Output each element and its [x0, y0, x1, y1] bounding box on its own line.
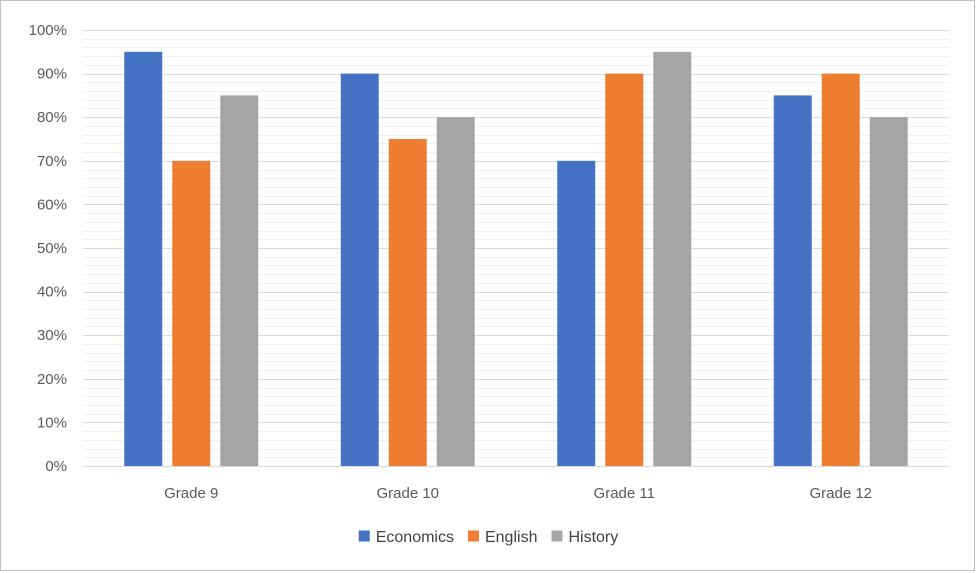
y-tick-label: 90%: [37, 66, 67, 83]
y-tick-label: 50%: [37, 240, 67, 257]
y-tick-label: 70%: [37, 153, 67, 170]
legend-label-history: History: [568, 529, 618, 546]
x-tick-label: Grade 10: [376, 485, 439, 502]
legend-swatch-english: [467, 530, 479, 542]
y-tick-label: 100%: [29, 22, 67, 39]
bar-economics-grade-11: [557, 160, 596, 467]
y-tick-label: 60%: [37, 196, 67, 213]
bars: [124, 51, 908, 467]
y-tick-label: 30%: [37, 327, 67, 344]
bar-economics-grade-12: [773, 95, 812, 467]
legend-label-english: English: [485, 529, 537, 546]
x-tick-label: Grade 9: [164, 485, 218, 502]
y-tick-label: 10%: [37, 414, 67, 431]
legend-label-economics: Economics: [376, 529, 454, 546]
gridlines: [83, 30, 949, 467]
x-tick-label: Grade 11: [594, 485, 655, 502]
y-tick-label: 0%: [45, 458, 67, 475]
bar-english-grade-12: [821, 73, 860, 466]
y-tick-label: 20%: [37, 371, 67, 388]
bar-history-grade-10: [436, 117, 475, 466]
bar-history-grade-12: [869, 117, 908, 466]
bar-history-grade-11: [653, 51, 692, 467]
legend-swatch-economics: [358, 530, 370, 542]
bar-english-grade-9: [172, 160, 211, 467]
y-axis: 0% 10% 20% 30% 40% 50% 60% 70% 80% 90% 100%: [29, 22, 67, 475]
x-axis: Grade 9 Grade 10 Grade 11 Grade 12: [83, 466, 949, 502]
bar-economics-grade-10: [340, 73, 379, 466]
legend: Economics English History: [358, 529, 618, 546]
bar-english-grade-10: [388, 139, 427, 466]
y-tick-label: 80%: [37, 109, 67, 126]
bar-english-grade-11: [605, 73, 644, 466]
bar-history-grade-9: [220, 95, 259, 467]
legend-swatch-history: [551, 530, 563, 542]
x-tick-label: Grade 12: [809, 485, 872, 502]
bar-economics-grade-9: [124, 51, 163, 467]
y-tick-label: 40%: [37, 284, 67, 301]
